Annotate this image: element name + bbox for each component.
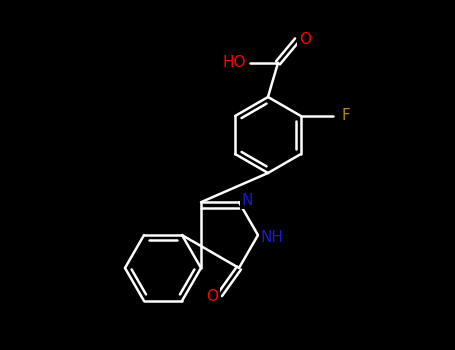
Text: HO: HO xyxy=(222,55,246,70)
Text: O: O xyxy=(299,33,311,48)
Text: NH: NH xyxy=(261,230,284,245)
Text: F: F xyxy=(341,108,350,124)
Text: N: N xyxy=(242,193,253,208)
Text: O: O xyxy=(206,289,218,304)
